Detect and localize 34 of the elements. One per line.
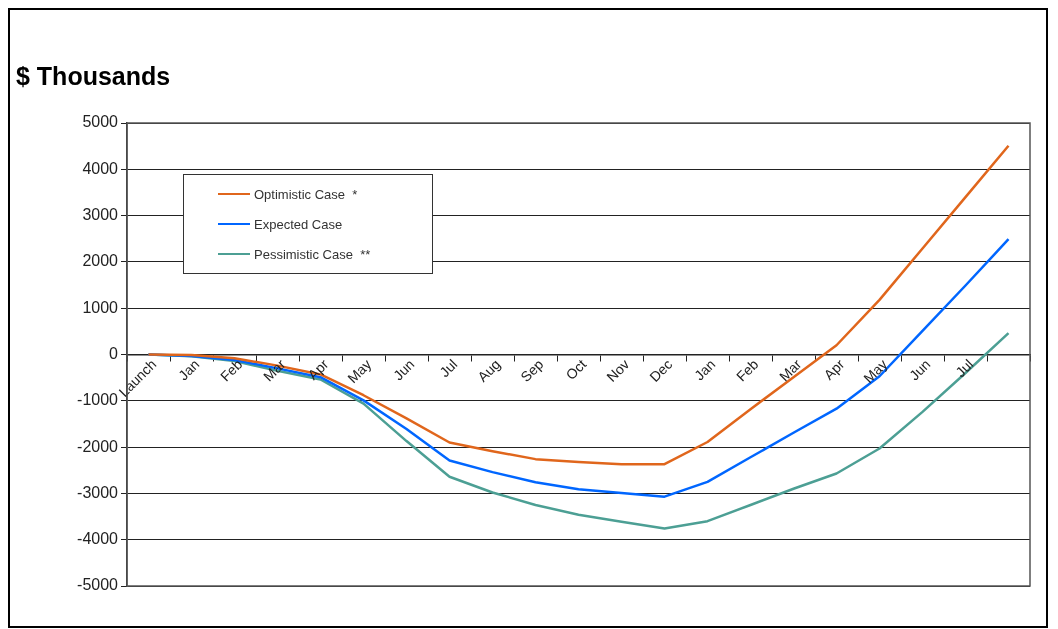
y-tick-label: 0 <box>109 344 119 362</box>
y-tick-label: -3000 <box>77 483 119 501</box>
x-tick-label: Jul <box>436 356 461 381</box>
y-tick-label: -5000 <box>77 576 119 594</box>
y-tick-label: 2000 <box>82 252 119 270</box>
legend-label: Expected Case <box>254 216 343 232</box>
x-tick-label: May <box>860 356 891 387</box>
x-tick-label: Dec <box>646 356 676 385</box>
x-tick-label: Apr <box>820 355 848 383</box>
x-tick-label: Feb <box>732 355 762 385</box>
legend-label: Pessimistic Case ** <box>254 246 371 262</box>
chart-title: $ Thousands <box>16 62 171 91</box>
y-tick-label: 4000 <box>82 159 119 177</box>
x-tick-label: Jan <box>175 356 203 384</box>
x-tick-label: Mar <box>775 355 805 385</box>
y-tick-label: -2000 <box>77 437 119 455</box>
x-tick-label: Jul <box>952 356 977 381</box>
x-tick-label: Apr <box>304 355 332 383</box>
x-tick-label: Nov <box>603 356 633 385</box>
x-tick-label: Sep <box>517 355 547 385</box>
x-tick-label: Jan <box>691 356 719 384</box>
x-tick-label: Jun <box>906 356 934 384</box>
x-tick-label: Mar <box>259 355 289 385</box>
x-tick-label: Feb <box>216 355 246 385</box>
x-tick-label: May <box>344 356 375 387</box>
legend-label: Optimistic Case * <box>254 186 358 202</box>
y-tick-label: 5000 <box>82 113 119 131</box>
x-tick-label: Jun <box>390 356 418 384</box>
x-tick-label: Oct <box>562 355 590 383</box>
y-tick-label: 3000 <box>82 206 119 224</box>
x-tick-label: Aug <box>474 356 504 385</box>
y-tick-label: 1000 <box>82 298 119 316</box>
y-tick-label: -1000 <box>77 391 119 409</box>
y-tick-label: -4000 <box>77 530 119 548</box>
